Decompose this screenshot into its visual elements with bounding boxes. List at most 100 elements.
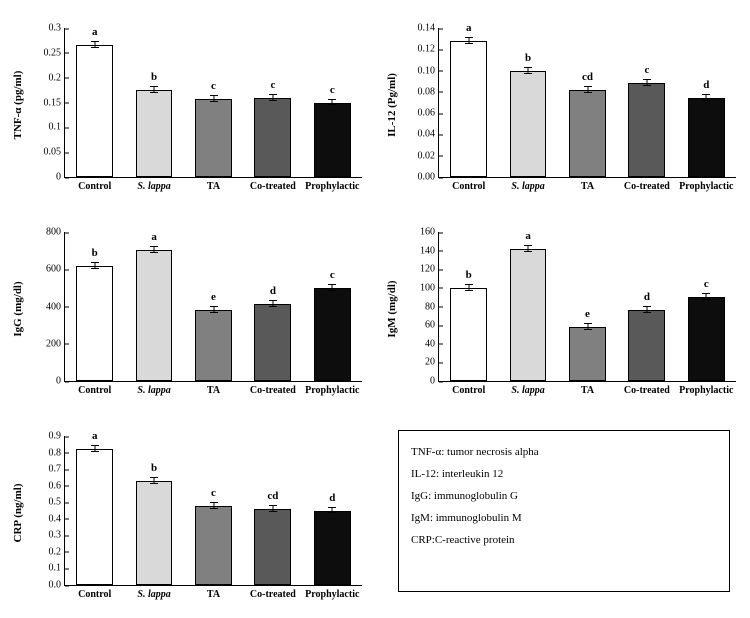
legend-line: CRP:C-reactive protein [411, 529, 717, 551]
y-tick: 0.3 [49, 23, 66, 34]
legend-box: TNF-α: tumor necrosis alphaIL-12: interl… [398, 430, 730, 592]
y-tick: 20 [425, 357, 439, 368]
bar-control: a [76, 449, 113, 585]
cell-igm: 020406080100120140160bControlaS. lappaeT… [380, 210, 744, 408]
cell-il12: 0.000.020.040.060.080.100.120.14aControl… [380, 6, 744, 204]
y-tick: 0.0 [49, 580, 66, 591]
significance-label: b [92, 247, 98, 259]
chart-grid: 00.050.10.150.20.250.3aControlbS. lappac… [0, 0, 750, 618]
x-category-label: TA [207, 177, 220, 192]
y-tick: 600 [46, 264, 65, 275]
x-category-label: TA [207, 381, 220, 396]
y-tick: 0.8 [49, 447, 66, 458]
y-tick: 200 [46, 338, 65, 349]
significance-label: d [270, 285, 276, 297]
bar-slappa: b [136, 481, 173, 585]
bar-cotreated: c [628, 83, 665, 177]
significance-label: cd [267, 490, 278, 502]
plot-area-igg: 0200400600800bControlaS. lappaeTAdCo-tre… [64, 232, 362, 382]
x-category-label: S. lappa [137, 381, 170, 396]
cell-tnf: 00.050.10.150.20.250.3aControlbS. lappac… [6, 6, 370, 204]
cell-igg: 0 200 400 600 800 b Control aS. lappa eTA d Co-tre… [6, 210, 370, 408]
bar-ta: cd [569, 90, 606, 177]
y-tick: 0 [56, 376, 65, 387]
bar-control: a [76, 45, 113, 177]
y-tick: 160 [420, 227, 439, 238]
significance-label: d [329, 492, 335, 504]
bar-control: a [450, 41, 487, 177]
bar-slappa: b [136, 90, 173, 177]
x-category-label: Prophylactic [305, 585, 359, 600]
y-tick: 0.05 [44, 147, 66, 158]
legend-line: IL-12: interleukin 12 [411, 463, 717, 485]
x-category-label: Co-treated [250, 177, 296, 192]
y-axis-label: IgM (mg/dl) [386, 280, 398, 337]
significance-label: a [466, 22, 472, 34]
bar-prophylactic: c [314, 103, 351, 178]
x-category-label: Co-treated [624, 177, 670, 192]
significance-label: c [644, 64, 649, 76]
x-category-label: Co-treated [624, 381, 670, 396]
x-category-label: S. lappa [137, 177, 170, 192]
x-category-label: TA [207, 585, 220, 600]
x-category-label: Co-treated [250, 381, 296, 396]
bar-cotreated: d [628, 310, 665, 381]
cell-crp: 0.00.10.20.30.40.50.60.70.80.9aControlbS… [6, 414, 370, 612]
bar-prophylactic: c [314, 288, 351, 381]
significance-label: c [330, 84, 335, 96]
bar-prophylactic: d [314, 511, 351, 586]
y-tick: 0.10 [418, 65, 440, 76]
y-tick: 40 [425, 338, 439, 349]
plot-area-crp: 0.00.10.20.30.40.50.60.70.80.9aControlbS… [64, 436, 362, 586]
y-tick: 140 [420, 245, 439, 256]
significance-label: b [466, 269, 472, 281]
significance-label: c [211, 80, 216, 92]
significance-label: c [704, 278, 709, 290]
x-category-label: Control [78, 381, 111, 396]
significance-label: b [525, 52, 531, 64]
bar-slappa: a [136, 250, 173, 381]
bar-slappa: b [510, 71, 547, 177]
x-category-label: S. lappa [511, 381, 544, 396]
significance-label: a [92, 430, 98, 442]
significance-label: b [151, 462, 157, 474]
significance-label: d [644, 291, 650, 303]
y-tick: 0.25 [44, 47, 66, 58]
y-tick: 100 [420, 282, 439, 293]
y-tick: 0.7 [49, 464, 66, 475]
y-tick: 0.02 [418, 150, 440, 161]
bar-ta: c [195, 99, 232, 177]
y-tick: 0.4 [49, 513, 66, 524]
y-tick: 0.2 [49, 72, 66, 83]
cell-legend: TNF-α: tumor necrosis alphaIL-12: interl… [380, 414, 744, 612]
significance-label: a [92, 26, 98, 38]
legend-line: TNF-α: tumor necrosis alpha [411, 441, 717, 463]
x-category-label: Control [452, 177, 485, 192]
y-tick: 0.12 [418, 44, 440, 55]
plot-area-tnf: 00.050.10.150.20.250.3aControlbS. lappac… [64, 28, 362, 178]
y-tick: 0.15 [44, 97, 66, 108]
y-axis-label: CRP (ng/ml) [12, 484, 24, 543]
y-tick: 800 [46, 227, 65, 238]
legend-line: IgM: immunoglobulin M [411, 507, 717, 529]
y-tick: 0.5 [49, 497, 66, 508]
x-category-label: S. lappa [137, 585, 170, 600]
bar-ta: e [195, 310, 232, 381]
y-tick: 400 [46, 301, 65, 312]
bar-ta: e [569, 327, 606, 381]
x-category-label: TA [581, 381, 594, 396]
y-axis-label: TNF-α (pg/ml) [12, 71, 24, 140]
significance-label: cd [582, 71, 593, 83]
bar-slappa: a [510, 249, 547, 381]
significance-label: a [525, 230, 531, 242]
y-axis-label: IgG (mg/dl) [12, 281, 24, 336]
significance-label: c [211, 487, 216, 499]
significance-label: c [330, 269, 335, 281]
bar-cotreated: c [254, 98, 291, 177]
plot-area-igm: 020406080100120140160bControlaS. lappaeT… [438, 232, 736, 382]
bar-prophylactic: c [688, 297, 725, 381]
bar-control: b [450, 288, 487, 381]
x-category-label: Prophylactic [679, 177, 733, 192]
y-tick: 0.04 [418, 129, 440, 140]
y-tick: 80 [425, 301, 439, 312]
